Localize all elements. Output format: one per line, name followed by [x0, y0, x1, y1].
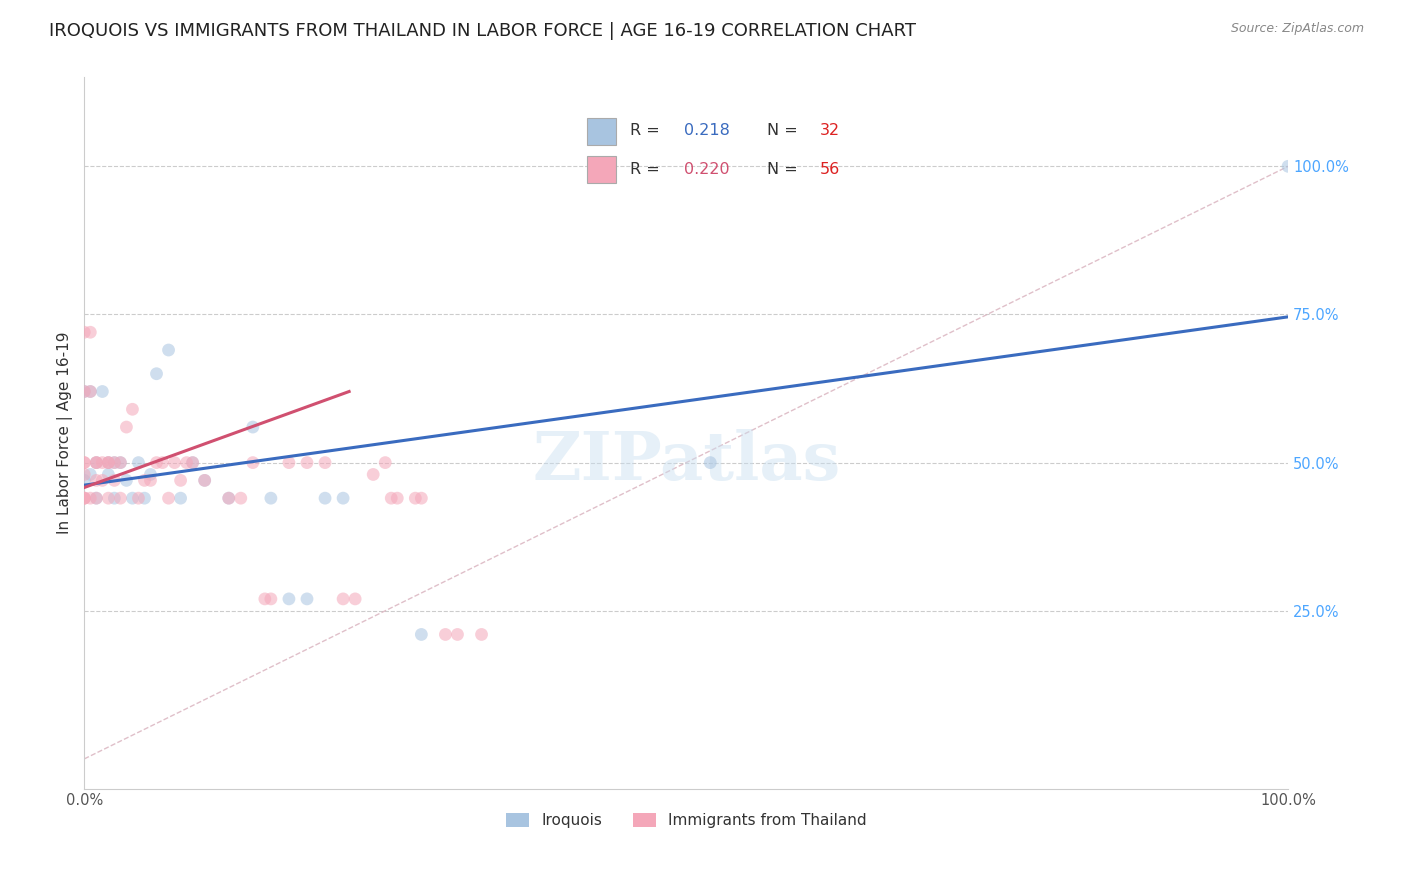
- Point: [121, 402, 143, 417]
- Point: [73, 456, 96, 470]
- Point: [260, 491, 283, 505]
- Point: [97, 456, 120, 470]
- Point: [218, 491, 240, 505]
- Point: [411, 627, 433, 641]
- Point: [411, 491, 433, 505]
- Point: [218, 491, 240, 505]
- Text: Source: ZipAtlas.com: Source: ZipAtlas.com: [1230, 22, 1364, 36]
- Point: [79, 491, 101, 505]
- Point: [103, 491, 125, 505]
- Point: [73, 325, 96, 339]
- Point: [260, 591, 283, 606]
- Point: [387, 491, 409, 505]
- Point: [97, 456, 120, 470]
- Point: [699, 456, 721, 470]
- Point: [194, 474, 217, 488]
- Point: [73, 384, 96, 399]
- Point: [139, 467, 162, 482]
- Point: [344, 591, 367, 606]
- Point: [79, 384, 101, 399]
- Point: [176, 456, 198, 470]
- Point: [145, 456, 167, 470]
- Point: [127, 456, 149, 470]
- Point: [103, 456, 125, 470]
- Point: [91, 384, 114, 399]
- Point: [110, 456, 132, 470]
- Point: [79, 325, 101, 339]
- Point: [97, 467, 120, 482]
- Point: [314, 456, 336, 470]
- Point: [79, 384, 101, 399]
- Point: [86, 491, 108, 505]
- Point: [97, 491, 120, 505]
- Point: [73, 456, 96, 470]
- Point: [278, 591, 301, 606]
- Point: [110, 456, 132, 470]
- Point: [169, 491, 191, 505]
- Point: [134, 474, 156, 488]
- Point: [152, 456, 174, 470]
- Point: [91, 474, 114, 488]
- Point: [314, 491, 336, 505]
- Point: [446, 627, 468, 641]
- Point: [145, 367, 167, 381]
- Point: [79, 467, 101, 482]
- Point: [139, 474, 162, 488]
- Point: [86, 474, 108, 488]
- Point: [229, 491, 252, 505]
- Point: [73, 474, 96, 488]
- Point: [374, 456, 396, 470]
- Point: [157, 343, 180, 357]
- Point: [278, 456, 301, 470]
- Point: [110, 491, 132, 505]
- Point: [73, 491, 96, 505]
- Legend: Iroquois, Immigrants from Thailand: Iroquois, Immigrants from Thailand: [501, 807, 873, 834]
- Point: [127, 491, 149, 505]
- Point: [86, 491, 108, 505]
- Point: [91, 456, 114, 470]
- Text: ZIPatlas: ZIPatlas: [531, 429, 841, 494]
- Point: [253, 591, 276, 606]
- Point: [295, 456, 318, 470]
- Point: [73, 491, 96, 505]
- Point: [242, 456, 264, 470]
- Point: [86, 456, 108, 470]
- Point: [103, 456, 125, 470]
- Point: [295, 591, 318, 606]
- Point: [434, 627, 457, 641]
- Y-axis label: In Labor Force | Age 16-19: In Labor Force | Age 16-19: [58, 332, 73, 534]
- Point: [86, 456, 108, 470]
- Point: [361, 467, 384, 482]
- Point: [163, 456, 186, 470]
- Point: [97, 456, 120, 470]
- Point: [73, 491, 96, 505]
- Point: [181, 456, 204, 470]
- Point: [86, 456, 108, 470]
- Point: [332, 591, 354, 606]
- Point: [404, 491, 426, 505]
- Point: [194, 474, 217, 488]
- Point: [103, 474, 125, 488]
- Point: [121, 491, 143, 505]
- Point: [73, 467, 96, 482]
- Point: [470, 627, 492, 641]
- Point: [1277, 159, 1299, 173]
- Point: [242, 420, 264, 434]
- Point: [134, 491, 156, 505]
- Point: [157, 491, 180, 505]
- Point: [169, 474, 191, 488]
- Text: IROQUOIS VS IMMIGRANTS FROM THAILAND IN LABOR FORCE | AGE 16-19 CORRELATION CHAR: IROQUOIS VS IMMIGRANTS FROM THAILAND IN …: [49, 22, 917, 40]
- Point: [115, 474, 138, 488]
- Point: [73, 384, 96, 399]
- Point: [115, 420, 138, 434]
- Point: [332, 491, 354, 505]
- Point: [380, 491, 402, 505]
- Point: [181, 456, 204, 470]
